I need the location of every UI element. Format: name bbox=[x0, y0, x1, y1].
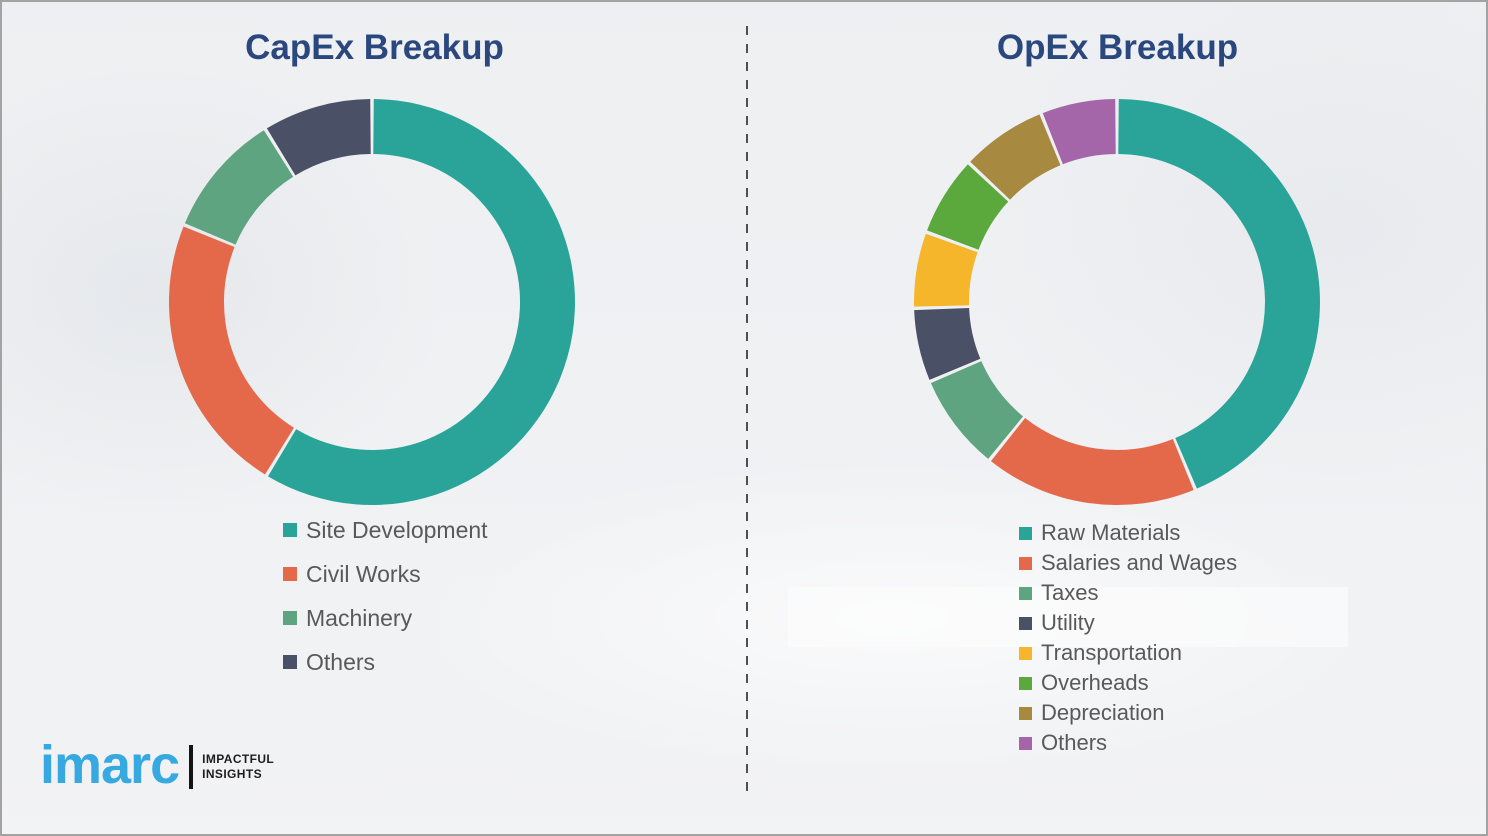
legend-item: Civil Works bbox=[283, 552, 488, 596]
background-light-band bbox=[788, 587, 1348, 647]
donut-slice-civil-works bbox=[168, 226, 294, 475]
legend-label: Utility bbox=[1041, 610, 1095, 635]
legend-item: Depreciation bbox=[1019, 698, 1237, 728]
center-divider bbox=[746, 26, 748, 792]
legend-swatch-icon bbox=[283, 611, 297, 625]
logo-tagline: IMPACTFUL INSIGHTS bbox=[202, 752, 274, 782]
logo-divider-bar bbox=[189, 745, 194, 789]
legend-label: Transportation bbox=[1041, 640, 1183, 665]
legend-item: Machinery bbox=[283, 596, 488, 640]
logo-tagline-line1: IMPACTFUL bbox=[202, 752, 275, 766]
donut-slice-raw-materials bbox=[1118, 99, 1320, 489]
donut-slice-overheads bbox=[927, 164, 1009, 250]
legend-item: Transportation bbox=[1019, 638, 1237, 668]
legend-item: Others bbox=[1019, 728, 1237, 758]
legend-label: Others bbox=[306, 648, 376, 675]
capex-donut-chart bbox=[168, 99, 576, 506]
imarc-logo: imarc IMPACTFUL INSIGHTS bbox=[40, 738, 274, 792]
legend-item: Raw Materials bbox=[1019, 518, 1237, 548]
legend-item: Site Development bbox=[283, 508, 488, 552]
legend-swatch-icon bbox=[1019, 616, 1032, 630]
legend-label: Site Development bbox=[306, 516, 488, 543]
capex-legend: Site Development Civil Works Machinery Othe… bbox=[283, 508, 488, 684]
legend-label: Raw Materials bbox=[1041, 520, 1181, 545]
legend-swatch-icon bbox=[1019, 736, 1032, 750]
legend-swatch-icon bbox=[283, 655, 297, 669]
opex-chart-title: OpEx Breakup bbox=[996, 28, 1239, 67]
donut-slice-machinery bbox=[184, 130, 294, 245]
donut-slice-depreciation bbox=[970, 114, 1061, 200]
legend-swatch-icon bbox=[1019, 676, 1032, 690]
logo-tagline-line2: INSIGHTS bbox=[202, 767, 262, 781]
donut-slice-utility bbox=[914, 307, 981, 380]
legend-item: Salaries and Wages bbox=[1019, 548, 1237, 578]
legend-item: Utility bbox=[1019, 608, 1237, 638]
legend-swatch-icon bbox=[1019, 526, 1032, 540]
capex-chart-title: CapEx Breakup bbox=[245, 28, 504, 67]
donut-slice-site-development bbox=[267, 99, 576, 506]
legend-label: Taxes bbox=[1041, 580, 1099, 605]
legend-label: Salaries and Wages bbox=[1041, 550, 1238, 575]
legend-item: Taxes bbox=[1019, 578, 1237, 608]
legend-swatch-icon bbox=[1019, 706, 1032, 720]
legend-swatch-icon bbox=[1019, 556, 1032, 570]
legend-label: Depreciation bbox=[1041, 700, 1165, 725]
donut-slice-transportation bbox=[913, 233, 978, 307]
legend-item: Others bbox=[283, 640, 488, 684]
opex-legend: Raw Materials Salaries and Wages Taxes Util… bbox=[1019, 518, 1237, 758]
legend-label: Civil Works bbox=[306, 560, 421, 587]
legend-swatch-icon bbox=[1019, 646, 1032, 660]
donut-slice-others bbox=[1042, 99, 1116, 165]
donut-slice-salaries-and-wages bbox=[990, 418, 1194, 506]
legend-label: Others bbox=[1041, 730, 1108, 755]
legend-swatch-icon bbox=[283, 523, 297, 537]
legend-item: Overheads bbox=[1019, 668, 1237, 698]
legend-swatch-icon bbox=[283, 567, 297, 581]
donut-slice-taxes bbox=[930, 361, 1024, 459]
legend-swatch-icon bbox=[1019, 586, 1032, 600]
legend-label: Machinery bbox=[306, 604, 413, 631]
donut-slice-others bbox=[266, 99, 371, 176]
opex-donut-chart bbox=[913, 99, 1320, 506]
legend-label: Overheads bbox=[1041, 670, 1149, 695]
logo-brand-text: imarc bbox=[40, 735, 180, 795]
